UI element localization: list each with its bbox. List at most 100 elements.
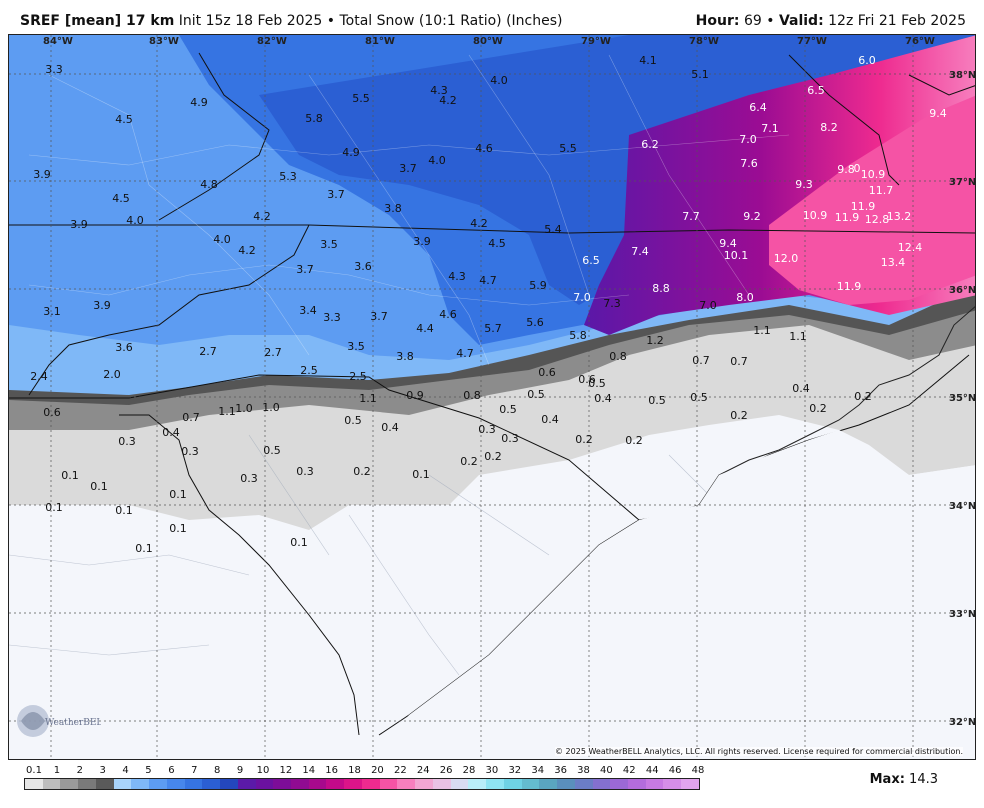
snowfall-value-44: 3.9 (70, 218, 88, 231)
snowfall-value-67: 7.0 (573, 291, 591, 304)
legend-swatch-0 (25, 779, 43, 789)
snowfall-value-41: 11.9 (835, 211, 860, 224)
snowfall-value-136: 0.1 (45, 501, 63, 514)
snowfall-value-36: 4.0 (126, 214, 144, 227)
snowfall-value-63: 5.9 (529, 279, 547, 292)
legend-tick-5: 5 (145, 765, 152, 776)
snowfall-value-45: 4.2 (470, 217, 488, 230)
snowfall-value-4: 4.3 (430, 84, 448, 97)
snowfall-value-88: 0.6 (538, 366, 556, 379)
longitude-label-8: 76°W (905, 36, 935, 47)
snowfall-value-103: 0.4 (594, 392, 612, 405)
snowfall-value-140: 0.1 (135, 542, 153, 555)
legend-swatch-6 (131, 779, 150, 789)
legend-swatch-7 (149, 779, 167, 789)
snowfall-legend: 0.1 1 2 3 4 5 6 7 8 9 10 12 14 16 18 20 22 24 26 28 30 32 34 36… (22, 764, 704, 804)
snowfall-value-75: 4.6 (439, 308, 457, 321)
snowfall-value-34: 11.9 (851, 200, 876, 213)
snowfall-value-74: 3.7 (370, 310, 388, 323)
legend-tick-22: 34 (531, 765, 545, 776)
legend-swatch-18 (344, 779, 362, 789)
legend-tick-18: 26 (439, 765, 453, 776)
snowfall-value-7: 4.1 (639, 54, 657, 67)
latitude-label-4: 34°N (949, 501, 976, 512)
snowfall-value-98: 0.5 (588, 377, 606, 390)
state-borders (9, 52, 975, 736)
snowfall-value-27: 3.7 (399, 162, 417, 175)
valid-value: 12z Fri 21 Feb 2025 (828, 13, 966, 29)
snowfall-value-76: 5.6 (526, 316, 544, 329)
legend-swatch-32 (592, 779, 611, 789)
legend-tick-2: 2 (76, 765, 83, 776)
logo-text: WeatherBELL (45, 718, 101, 728)
snowfall-value-25: 3.9 (33, 168, 51, 181)
snowfall-value-31: 4.8 (200, 178, 218, 191)
snowfall-value-60: 3.6 (354, 260, 372, 273)
legend-swatch-12 (237, 779, 256, 789)
snowfall-value-13: 7.1 (761, 122, 779, 135)
time-bullet: • (766, 13, 775, 29)
legend-swatch-29 (539, 779, 558, 789)
snowfall-value-134: 0.1 (90, 480, 108, 493)
legend-tick-10: 10 (256, 765, 270, 776)
snowfall-value-62: 4.7 (479, 274, 497, 287)
snowfall-value-10: 6.5 (807, 84, 825, 97)
legend-swatch-25 (468, 779, 487, 789)
ocean (370, 430, 975, 759)
legend-swatch-20 (379, 779, 398, 789)
snowfall-value-50: 4.5 (488, 237, 506, 250)
snowfall-value-81: 1.1 (789, 330, 807, 343)
snowfall-value-117: 0.5 (344, 414, 362, 427)
snowfall-value-65: 8.8 (652, 282, 670, 295)
county-borders (28, 54, 790, 366)
legend-swatch-24 (450, 779, 469, 789)
legend-swatch-15 (291, 779, 309, 789)
snowfall-value-91: 0.7 (730, 355, 748, 368)
snowfall-value-116: 0.4 (541, 413, 559, 426)
latitude-label-3: 35°N (949, 393, 976, 404)
legend-swatch-3 (78, 779, 96, 789)
legend-swatch-33 (610, 779, 628, 789)
snowfall-value-123: 0.2 (625, 434, 643, 447)
snowfall-value-80: 5.8 (569, 329, 587, 342)
snowfall-value-30: 11.7 (869, 184, 894, 197)
snowfall-value-19: 5.5 (559, 142, 577, 155)
snowfall-value-131: 0.1 (412, 468, 430, 481)
max-value: Max: 14.3 (870, 772, 938, 787)
snowfall-map[interactable]: 84°W 83°W 82°W 81°W 80°W 79°W 78°W 77°W 76°W 38°… (8, 34, 976, 760)
map-header: SREF [mean] 17 km Init 15z 18 Feb 2025 •… (0, 0, 984, 34)
forecast-time: Hour: 69 • Valid: 12z Fri 21 Feb 2025 (696, 13, 966, 29)
latitude-label-1: 37°N (949, 177, 976, 188)
snowfall-value-106: 0.2 (854, 390, 872, 403)
longitude-label-5: 79°W (581, 36, 611, 47)
legend-color-bar (24, 778, 700, 790)
snowfall-value-46: 5.4 (544, 223, 562, 236)
snowfall-value-104: 0.5 (648, 394, 666, 407)
legend-tick-labels: 0.1 1 2 3 4 5 6 7 8 9 10 12 14 16 18 20 22 24 26 28 30 32 34 36… (22, 764, 704, 778)
longitude-labels: 84°W 83°W 82°W 81°W 80°W 79°W 78°W 77°W 76°W (43, 36, 935, 47)
legend-swatch-22 (415, 779, 433, 789)
snowfall-value-77: 4.4 (416, 322, 434, 335)
snowfall-value-122: 0.2 (575, 433, 593, 446)
snowfall-value-24: 10.9 (861, 168, 886, 181)
snowfall-value-16: 5.8 (305, 112, 323, 125)
legend-tick-1: 1 (53, 765, 61, 776)
snowfall-value-54: 7.4 (631, 245, 649, 258)
longitude-label-1: 83°W (149, 36, 179, 47)
legend-tick-23: 36 (554, 765, 567, 776)
snowfall-value-70: 3.1 (43, 305, 61, 318)
snowfall-value-86: 2.7 (264, 346, 282, 359)
snowfall-value-71: 3.9 (93, 299, 111, 312)
snowfall-value-118: 0.4 (381, 421, 399, 434)
snowfall-value-82: 1.2 (646, 334, 664, 347)
snowfall-value-85: 2.7 (199, 345, 217, 358)
snowfall-value-89: 0.8 (609, 350, 627, 363)
snowfall-value-138: 0.1 (169, 522, 187, 535)
legend-tick-8: 8 (213, 765, 221, 776)
copyright-notice: © 2025 WeatherBELL Analytics, LLC. All r… (555, 747, 963, 756)
snowfall-value-90: 0.7 (692, 354, 710, 367)
legend-swatch-19 (361, 779, 380, 789)
legend-swatch-11 (220, 779, 238, 789)
legend-tick-13: 16 (325, 765, 339, 776)
snowfall-value-110: 1.1 (218, 405, 236, 418)
